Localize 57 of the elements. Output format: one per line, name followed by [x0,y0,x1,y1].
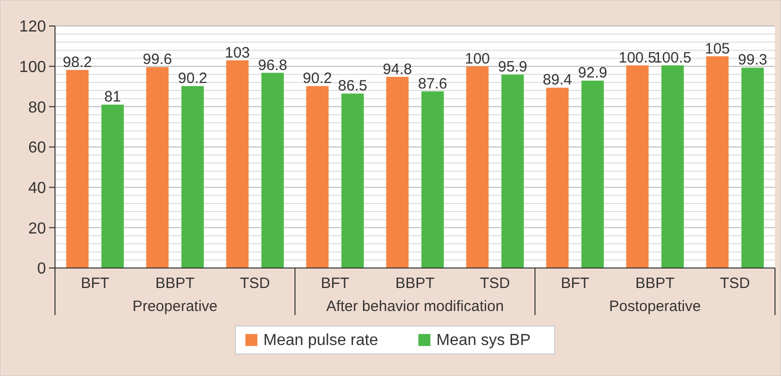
data-label: 94.8 [382,60,412,78]
data-label: 87.6 [418,75,448,92]
bar [466,66,489,268]
data-label: 81 [104,88,121,106]
bar [386,76,409,268]
bar [181,86,204,268]
data-label: 98.2 [62,54,92,71]
data-label: 100 [464,50,490,68]
data-label: 96.8 [258,56,288,74]
data-label: 103 [224,44,250,62]
text: Postoperative [609,298,701,315]
y-tick-label: 60 [28,140,46,157]
bar [626,65,649,268]
data-label: 100.5 [654,49,692,66]
data-label: 90.2 [302,70,332,88]
bar [421,91,444,268]
x-tick-label: BFT [560,275,590,292]
data-label: 105 [704,40,730,58]
bar [341,94,364,268]
x-tick-label: BBPT [635,275,675,292]
legend-label: Mean pulse rate [263,332,378,349]
bar [546,88,569,268]
data-label: 90.2 [178,70,208,88]
bar [581,80,604,268]
x-tick-label: TSD [480,275,510,292]
y-tick-label: 80 [28,99,46,116]
bar [261,72,284,268]
y-tick-label: 40 [28,180,46,197]
bar [101,104,124,268]
x-tick-label: BFT [320,275,350,292]
bar [706,56,729,268]
legend-label: Mean sys BP [436,332,531,349]
data-label: 99.3 [738,52,768,69]
y-tick-label: 20 [28,220,46,238]
bar [226,60,249,268]
y-tick-label: 100 [19,58,46,76]
bar [146,67,169,268]
data-label: 92.9 [578,64,608,82]
y-tick-label: 120 [19,18,46,36]
data-label: 95.9 [498,58,528,76]
data-label: 99.6 [142,51,172,68]
data-label: 89.4 [542,72,572,89]
x-tick-label: TSD [240,275,270,292]
bar [661,65,684,268]
bar [306,86,329,268]
bar [501,74,524,268]
text: Preoperative [132,298,218,315]
bar [741,68,764,268]
bar [66,70,89,268]
x-tick-label: TSD [720,275,750,292]
x-tick-label: BBPT [395,275,435,292]
y-tick-label: 0 [37,260,46,278]
x-tick-label: BFT [80,275,110,292]
data-label: 100.5 [618,49,656,66]
x-tick-label: BBPT [155,275,195,292]
text: After behavior modification [326,298,504,315]
data-label: 86.5 [338,78,368,95]
